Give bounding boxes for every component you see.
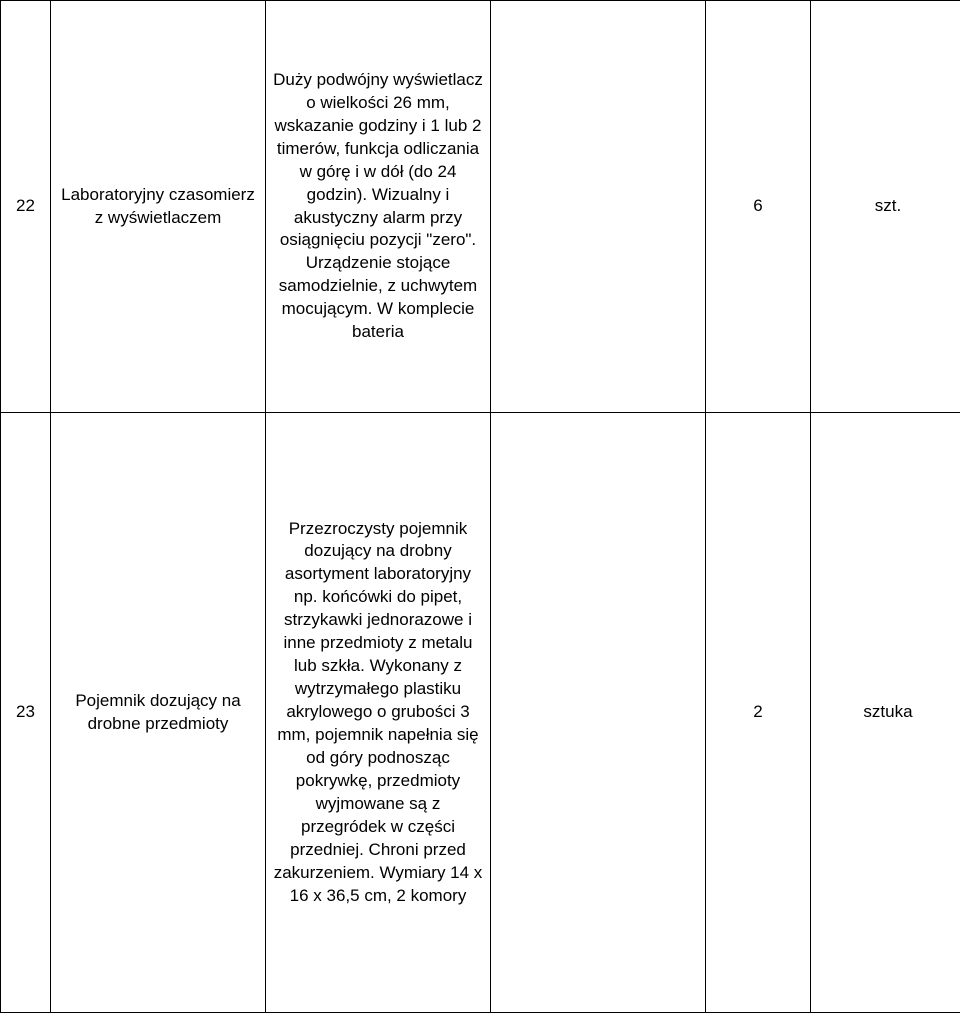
cell-num: 22: [1, 1, 51, 413]
item-unit: szt.: [817, 195, 959, 218]
item-unit: sztuka: [817, 701, 959, 724]
spec-table: 22 Laboratoryjny czasomierz z wyświetlac…: [0, 0, 960, 1013]
cell-desc: Przezroczysty pojemnik dozujący na drobn…: [266, 413, 491, 1013]
cell-qty: 2: [706, 413, 811, 1013]
cell-spacer: [491, 413, 706, 1013]
cell-unit: szt.: [811, 1, 960, 413]
cell-desc: Duży podwójny wyświetlacz o wielkości 26…: [266, 1, 491, 413]
cell-name: Laboratoryjny czasomierz z wyświetlaczem: [51, 1, 266, 413]
item-qty: 2: [712, 701, 804, 724]
item-description: Duży podwójny wyświetlacz o wielkości 26…: [272, 69, 484, 344]
row-number: 23: [7, 701, 44, 724]
cell-name: Pojemnik dozujący na drobne przedmioty: [51, 413, 266, 1013]
cell-unit: sztuka: [811, 413, 960, 1013]
item-description: Przezroczysty pojemnik dozujący na drobn…: [272, 518, 484, 908]
cell-spacer: [491, 1, 706, 413]
cell-num: 23: [1, 413, 51, 1013]
page: 22 Laboratoryjny czasomierz z wyświetlac…: [0, 0, 960, 1012]
item-name: Pojemnik dozujący na drobne przedmioty: [57, 690, 259, 736]
table-row: 23 Pojemnik dozujący na drobne przedmiot…: [1, 413, 960, 1013]
cell-qty: 6: [706, 1, 811, 413]
item-name: Laboratoryjny czasomierz z wyświetlaczem: [57, 184, 259, 230]
item-qty: 6: [712, 195, 804, 218]
row-number: 22: [7, 195, 44, 218]
table-row: 22 Laboratoryjny czasomierz z wyświetlac…: [1, 1, 960, 413]
